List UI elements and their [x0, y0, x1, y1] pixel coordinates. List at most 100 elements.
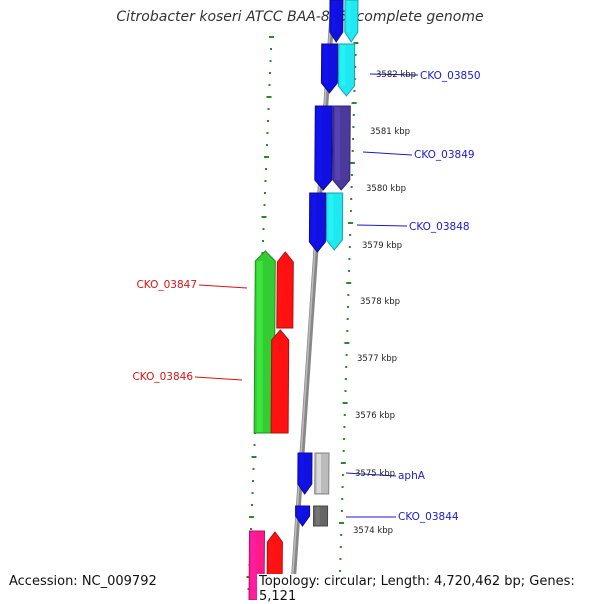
tick-mark: [353, 42, 359, 44]
tick-mark: [252, 480, 254, 482]
forward-gene-cko03849-outer-shine: [335, 107, 341, 180]
kbp-label-3579-kbp: 3579 kbp: [362, 241, 402, 251]
gene-label-apha[interactable]: aphA: [398, 470, 426, 482]
tick-mark: [251, 492, 254, 494]
gene-label-cko-03844[interactable]: CKO_03844: [398, 511, 459, 523]
tick-mark: [344, 390, 347, 392]
reverse-gene-cko03847-outer-body: [253, 250, 276, 434]
tick-mark: [264, 156, 269, 158]
gene-features: [248, 0, 359, 600]
reverse-gene-cko03846-inner-body: [270, 329, 290, 434]
reverse-gene-cko03846-inner-shine: [273, 340, 279, 432]
connector-cko-03849: [362, 151, 413, 156]
tick-mark: [269, 60, 272, 62]
forward-gene-top-outer-body: [344, 0, 359, 43]
forward-gene-cko03844-outer-body: [312, 505, 329, 527]
tick-mark: [346, 282, 352, 284]
forward-gene-apha-outer-body: [314, 452, 330, 495]
map-title: Citrobacter koseri ATCC BAA-895, complet…: [116, 9, 484, 25]
tick-mark: [351, 102, 357, 104]
kbp-label-3581-kbp: 3581 kbp: [370, 127, 410, 137]
tick-mark: [348, 246, 351, 248]
gene-label-cko-03848[interactable]: CKO_03848: [409, 221, 470, 233]
tick-mark: [343, 414, 346, 416]
tick-mark: [352, 114, 355, 116]
tick-mark: [344, 378, 347, 380]
tick-mark: [343, 426, 346, 428]
tick-mark: [339, 522, 345, 524]
accession-label: Accession: NC_009792: [7, 574, 159, 589]
tick-mark: [345, 354, 348, 356]
kbp-label-3582-kbp: 3582 kbp: [376, 70, 416, 80]
tick-mark: [348, 258, 351, 260]
genome-backbone-highlight: [290, 0, 333, 600]
tick-mark: [342, 402, 348, 404]
gene-label-cko-03846[interactable]: CKO_03846: [132, 371, 193, 383]
gene-label-cko-03849[interactable]: CKO_03849: [414, 149, 475, 161]
tick-mark: [341, 498, 344, 500]
tick-mark: [253, 444, 256, 446]
tick-mark: [349, 210, 352, 212]
tick-mark: [266, 96, 272, 98]
tick-mark: [267, 108, 270, 110]
forward-gene-cko03850-inner: [320, 43, 339, 94]
tick-mark: [350, 174, 353, 176]
topology-label: Topology: circular; Length: 4,720,462 bp…: [257, 574, 600, 604]
forward-gene-cko03844-inner-body: [295, 505, 311, 527]
connector-cko-03847: [198, 284, 248, 289]
tick-mark: [339, 546, 342, 548]
position-labels: 3582 kbp 3581 kbp 3580 kbp 3579 kbp 3578 kbp…: [353, 70, 416, 536]
tick-mark: [262, 228, 265, 230]
kbp-label-3575-kbp: 3575 kbp: [355, 469, 395, 479]
tick-mark: [343, 438, 346, 440]
forward-gene-cko03844-inner-shine: [297, 507, 302, 516]
tick-mark: [252, 468, 255, 470]
tick-mark: [261, 252, 264, 254]
forward-gene-cko03849-outer: [332, 105, 351, 191]
tick-mark: [344, 342, 350, 344]
forward-gene-cko03849-inner: [314, 105, 333, 191]
connector-cko-03850: [369, 73, 419, 76]
tick-mark: [350, 198, 353, 200]
tick-mark: [268, 84, 271, 86]
tick-mark: [247, 588, 250, 590]
forward-gene-cko03849-outer-body: [332, 105, 351, 191]
tick-mark: [267, 120, 269, 122]
kbp-label-3576-kbp: 3576 kbp: [355, 411, 395, 421]
forward-gene-apha-outer-shine: [316, 454, 322, 493]
forward-gene-cko03849-inner-body: [314, 105, 333, 191]
gene-label-cko-03847[interactable]: CKO_03847: [136, 279, 197, 291]
reverse-gene-cko03847-outer-shine: [256, 261, 263, 432]
tick-mark: [269, 36, 274, 38]
forward-gene-top-inner-body: [329, 0, 344, 43]
tick-mark: [352, 138, 355, 140]
tick-mark: [339, 570, 342, 572]
reverse-gene-cko03847-inner-shine: [279, 262, 284, 327]
tick-mark: [250, 528, 252, 530]
gene-label-cko-03850[interactable]: CKO_03850: [420, 70, 481, 82]
tick-mark: [264, 192, 266, 194]
tick-mark: [348, 270, 351, 272]
tick-mark: [349, 234, 352, 236]
tick-mark: [249, 516, 254, 518]
forward-gene-cko03850-inner-body: [320, 43, 339, 94]
reverse-gene-bottom-inner-shine: [269, 542, 274, 599]
reverse-gene-cko03846-inner: [270, 329, 290, 434]
forward-gene-cko03848-outer-body: [325, 192, 344, 251]
forward-gene-cko03850-inner-shine: [323, 45, 329, 83]
tick-mark: [339, 558, 342, 560]
forward-gene-cko03844-outer: [312, 505, 329, 527]
reverse-gene-cko03847-outer: [253, 250, 276, 434]
forward-gene-cko03848-outer: [325, 192, 344, 251]
tick-mark: [354, 66, 357, 68]
gene-labels: CKO_03850 CKO_03849 CKO_03848 CKO_03847 CKO_…: [132, 70, 480, 523]
kbp-label-3578-kbp: 3578 kbp: [360, 297, 400, 307]
kbp-label-3580-kbp: 3580 kbp: [366, 184, 406, 194]
forward-gene-cko03850-outer: [337, 43, 356, 97]
tick-mark: [342, 450, 345, 452]
forward-gene-cko03848-inner-shine: [311, 194, 317, 242]
tick-mark: [341, 486, 344, 488]
tick-mark: [269, 72, 271, 74]
tick-mark: [340, 534, 343, 536]
